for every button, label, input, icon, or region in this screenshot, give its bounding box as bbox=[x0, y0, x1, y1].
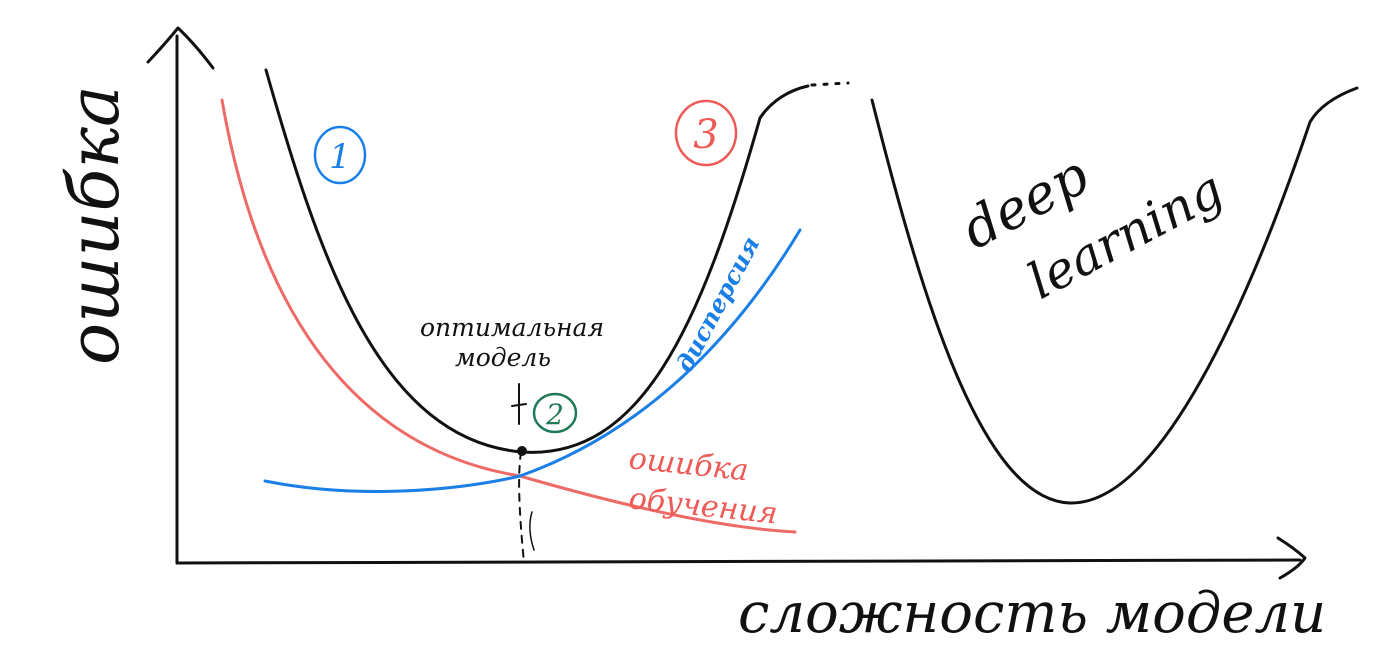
y-axis-label: ошибка bbox=[53, 85, 135, 365]
x-axis-label: сложность модели bbox=[738, 581, 1326, 646]
training-error-label-line1: ошибка bbox=[627, 441, 750, 488]
total-error-curve-gap-dots bbox=[810, 81, 850, 87]
marker-three-circle bbox=[674, 99, 738, 167]
deep-learning-curve bbox=[870, 86, 1359, 505]
total-error-curve bbox=[264, 68, 810, 454]
optimal-dropline bbox=[518, 451, 525, 564]
x-axis bbox=[175, 558, 1302, 565]
marker-two-circle bbox=[532, 392, 578, 434]
optimal-model-label-line1: оптимальная bbox=[420, 313, 604, 342]
marker-two-label: 2 bbox=[545, 398, 564, 431]
optimal-point bbox=[517, 446, 527, 456]
y-axis-arrowhead bbox=[146, 26, 215, 70]
optimal-pointer bbox=[511, 383, 527, 425]
optimal-model-label-line2: модель bbox=[455, 343, 551, 372]
training-error-label-line2: обучения bbox=[627, 481, 779, 531]
x-axis-arrowhead bbox=[1276, 536, 1307, 580]
marker-one-label: 1 bbox=[329, 137, 351, 177]
training-error-curve bbox=[220, 98, 797, 534]
marker-three-label: 3 bbox=[693, 112, 718, 158]
variance-curve bbox=[263, 228, 802, 493]
marker-one-circle bbox=[313, 125, 367, 185]
optimal-dropline-tick bbox=[529, 511, 535, 551]
